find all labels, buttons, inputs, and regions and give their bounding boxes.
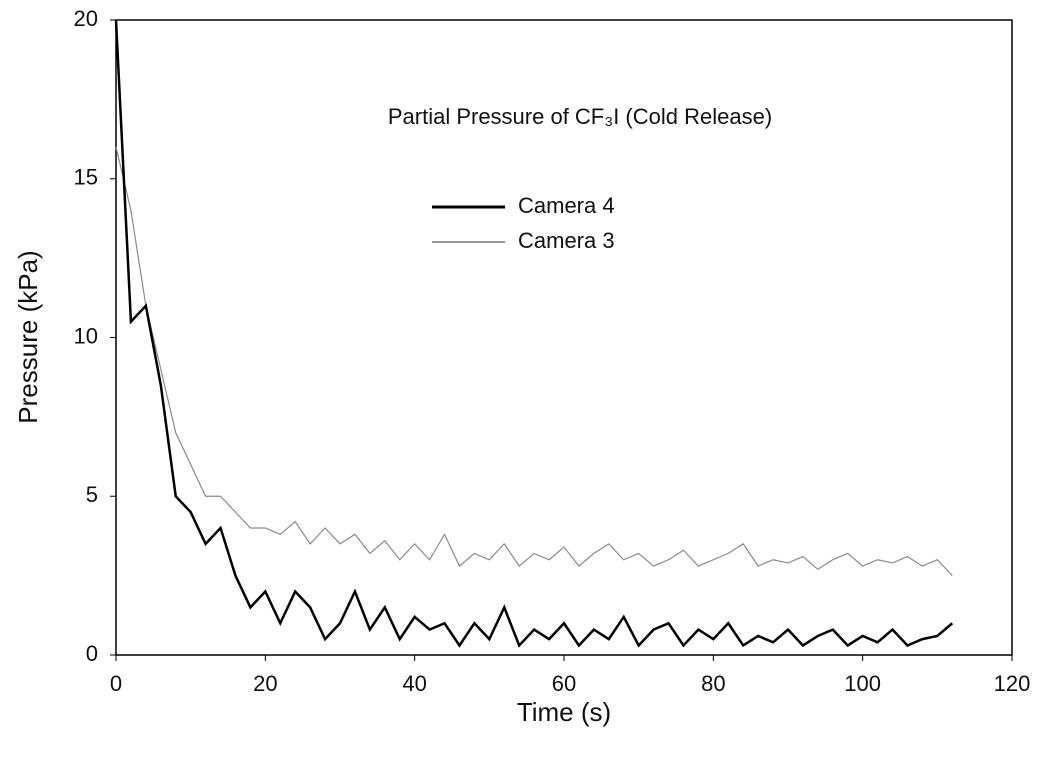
y-tick-label: 10	[74, 323, 98, 348]
y-tick-label: 15	[74, 165, 98, 190]
y-tick-label: 20	[74, 6, 98, 31]
series-line	[115, 146, 953, 577]
x-tick-label: 80	[701, 671, 725, 696]
y-tick-label: 5	[86, 482, 98, 507]
x-axis-label: Time (s)	[517, 697, 611, 727]
x-tick-label: 100	[844, 671, 881, 696]
chart-title: Partial Pressure of CF₃I (Cold Release)	[388, 104, 772, 129]
legend-label: Camera 4	[518, 193, 615, 218]
x-tick-label: 0	[110, 671, 122, 696]
x-tick-label: 120	[994, 671, 1031, 696]
y-axis-label: Pressure (kPa)	[13, 250, 43, 423]
series-line	[114, 19, 954, 648]
x-tick-label: 20	[253, 671, 277, 696]
legend-label: Camera 3	[518, 228, 615, 253]
x-tick-label: 60	[552, 671, 576, 696]
y-tick-label: 0	[86, 641, 98, 666]
x-tick-label: 40	[402, 671, 426, 696]
